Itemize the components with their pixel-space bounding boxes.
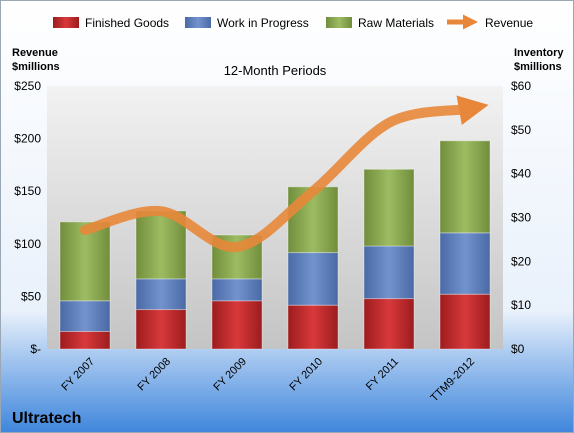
- bar-work-in-progress: [59, 300, 111, 332]
- right-axis: $0 $10 $20 $30 $40 $50 $60: [511, 79, 531, 356]
- right-tick-label: $60: [511, 79, 531, 93]
- revenue-line: [80, 95, 489, 252]
- left-tick-label: $200: [14, 132, 41, 146]
- left-tick-label: $50: [21, 289, 41, 303]
- bar-finished-goods: [211, 300, 263, 350]
- bar-raw-materials: [439, 140, 491, 234]
- left-tick-label: $150: [14, 184, 41, 198]
- right-axis-title-line2: $millions: [514, 61, 562, 73]
- left-tick-label: $100: [14, 237, 41, 251]
- legend-swatch-work-in-progress: [185, 17, 211, 28]
- right-tick-label: $20: [511, 254, 531, 268]
- legend-label-raw-materials: Raw Materials: [358, 16, 434, 30]
- bar-raw-materials: [287, 186, 339, 254]
- chart-subtitle: 12-Month Periods: [224, 63, 327, 78]
- bar-finished-goods: [439, 293, 491, 350]
- left-tick-label: $250: [14, 79, 41, 93]
- legend-swatch-raw-materials: [326, 17, 352, 28]
- bar-work-in-progress: [287, 252, 339, 306]
- right-tick-label: $10: [511, 298, 531, 312]
- company-name: Ultratech: [12, 410, 81, 427]
- legend-swatch-finished-goods: [53, 17, 79, 28]
- right-tick-label: $0: [511, 342, 525, 356]
- legend: Finished Goods Work in Progress Raw Mate…: [53, 14, 533, 30]
- legend-label-finished-goods: Finished Goods: [85, 16, 169, 30]
- bar-work-in-progress: [135, 278, 187, 311]
- bar-work-in-progress: [439, 232, 491, 295]
- bar-work-in-progress: [211, 278, 263, 302]
- legend-label-revenue: Revenue: [485, 16, 533, 30]
- legend-label-work-in-progress: Work in Progress: [217, 16, 309, 30]
- bar-work-in-progress: [363, 245, 415, 300]
- right-tick-label: $30: [511, 211, 531, 225]
- bar-finished-goods: [59, 330, 111, 350]
- bar-finished-goods: [287, 304, 339, 350]
- left-tick-label: $-: [30, 342, 41, 356]
- left-axis-title-line2: $millions: [12, 61, 60, 73]
- right-tick-label: $50: [511, 123, 531, 137]
- bar-raw-materials: [363, 168, 415, 247]
- right-tick-label: $40: [511, 167, 531, 181]
- revenue-series: [80, 95, 489, 252]
- left-axis: $- $50 $100 $150 $200 $250: [14, 79, 41, 356]
- left-axis-title-line1: Revenue: [12, 47, 58, 59]
- bar-finished-goods: [135, 309, 187, 350]
- right-axis-title-line1: Inventory: [514, 47, 564, 59]
- bar-finished-goods: [363, 298, 415, 350]
